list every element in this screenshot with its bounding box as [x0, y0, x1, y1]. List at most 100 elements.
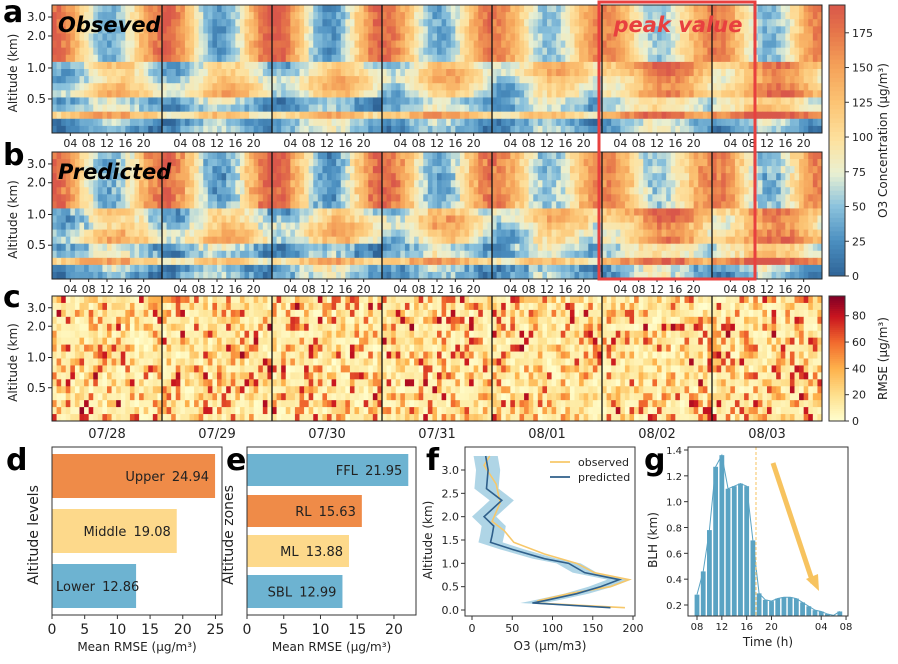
- heatmap-cell: [482, 229, 488, 238]
- heatmap-cell: [363, 250, 369, 259]
- heatmap-cell: [207, 83, 213, 91]
- heatmap-cell: [97, 208, 103, 216]
- heatmap-cell: [56, 257, 62, 266]
- heatmap-cell: [111, 54, 117, 63]
- heatmap-cell: [162, 215, 167, 223]
- heatmap-cell: [432, 271, 438, 280]
- heatmap-cell: [313, 173, 319, 181]
- heatmap-cell: [368, 264, 374, 273]
- heatmap-cell: [61, 194, 67, 202]
- heatmap-cell: [689, 76, 695, 84]
- heatmap-cell: [290, 236, 296, 245]
- heatmap-cell: [455, 166, 461, 174]
- heatmap-cell: [262, 222, 268, 231]
- heatmap-cell: [102, 12, 108, 20]
- heatmap-cell: [551, 97, 557, 105]
- heatmap-cell: [533, 159, 539, 167]
- heatmap-cell: [414, 257, 420, 266]
- heatmap-cell: [308, 229, 314, 238]
- heatmap-cell: [528, 187, 534, 195]
- heatmap-cell: [253, 180, 259, 188]
- heatmap-cell: [629, 76, 635, 84]
- heatmap-cell: [308, 97, 314, 105]
- heatmap-cell: [143, 243, 149, 252]
- heatmap-cell: [359, 257, 365, 266]
- heatmap-cell: [207, 97, 213, 105]
- heatmap-cell: [107, 26, 112, 34]
- heatmap-cell: [427, 125, 433, 134]
- heatmap-cell: [748, 76, 754, 84]
- heatmap-cell: [134, 166, 140, 174]
- heatmap-cell: [327, 264, 332, 273]
- heatmap-cell: [107, 215, 112, 223]
- heatmap-cell: [725, 12, 731, 20]
- heatmap-cell: [757, 76, 763, 84]
- heatmap-cell: [139, 40, 145, 49]
- heatmap-cell: [643, 104, 649, 113]
- heatmap-cell: [56, 180, 62, 188]
- heatmap-cell: [698, 97, 704, 105]
- heatmap-cell: [171, 166, 177, 174]
- heatmap-cell: [111, 69, 117, 77]
- heatmap-cell: [505, 83, 511, 91]
- heatmap-cell: [56, 222, 62, 231]
- heatmap-cell: [762, 83, 768, 91]
- heatmap-cell: [317, 61, 323, 70]
- heatmap-cell: [734, 26, 740, 34]
- heatmap-cell: [450, 194, 456, 202]
- heatmap-cell: [455, 152, 461, 160]
- heatmap-cell: [592, 118, 598, 127]
- heatmap-cell: [592, 61, 598, 70]
- heatmap-cell: [349, 229, 355, 238]
- heatmap-cell: [739, 33, 745, 41]
- heatmap-cell: [675, 76, 681, 84]
- heatmap-cell: [386, 54, 392, 63]
- heatmap-cell: [120, 118, 126, 127]
- heatmap-cell: [285, 194, 291, 202]
- heatmap-cell: [363, 90, 369, 98]
- heatmap-cell: [143, 229, 149, 238]
- heatmap-cell: [125, 12, 131, 20]
- heatmap-cell: [537, 12, 543, 20]
- heatmap-cell: [808, 12, 814, 20]
- heatmap-cell: [93, 125, 99, 134]
- heatmap-cell: [340, 97, 346, 105]
- heatmap-cell: [368, 76, 374, 84]
- heatmap-cell: [349, 201, 355, 209]
- heatmap-cell: [391, 90, 397, 98]
- heatmap-cell: [588, 90, 594, 98]
- heatmap-cell: [794, 97, 800, 105]
- heatmap-cell: [551, 40, 557, 49]
- heatmap-cell: [230, 33, 236, 41]
- heatmap-cell: [235, 208, 241, 216]
- heatmap-cell: [592, 54, 598, 63]
- heatmap-cell: [661, 76, 667, 84]
- heatmap-cell: [258, 90, 264, 98]
- heatmap-cell: [262, 19, 268, 27]
- heatmap-cell: [583, 159, 589, 167]
- heatmap-cell: [276, 208, 282, 216]
- heatmap-cell: [207, 76, 213, 84]
- heatmap-cell: [166, 111, 172, 120]
- heatmap-cell: [345, 104, 351, 113]
- heatmap-cell: [368, 159, 374, 167]
- heatmap-cell: [143, 12, 149, 20]
- heatmap-cell: [70, 159, 76, 167]
- heatmap-cell: [459, 104, 465, 113]
- heatmap-cell: [317, 54, 323, 63]
- heatmap-cell: [230, 222, 236, 231]
- heatmap-cell: [400, 208, 406, 216]
- heatmap-cell: [203, 5, 209, 13]
- heatmap-cell: [437, 76, 442, 84]
- heatmap-cell: [437, 264, 442, 273]
- heatmap-cell: [776, 40, 782, 49]
- heatmap-cell: [107, 194, 112, 202]
- heatmap-cell: [285, 264, 291, 273]
- heatmap-cell: [533, 40, 539, 49]
- heatmap-cell: [88, 194, 94, 202]
- heatmap-cell: [441, 229, 447, 238]
- heatmap-cell: [400, 97, 406, 105]
- heatmap-cell: [391, 76, 397, 84]
- heatmap-cell: [336, 33, 342, 41]
- heatmap-cell: [198, 118, 204, 127]
